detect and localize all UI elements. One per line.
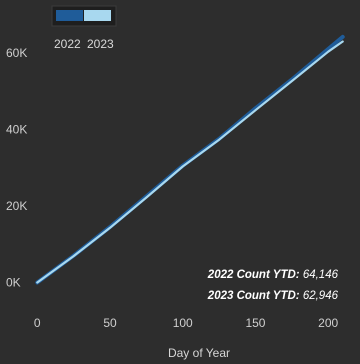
x-tick-label: 200 — [318, 316, 338, 330]
y-tick-label: 60K — [6, 46, 27, 60]
x-tick-label: 0 — [34, 316, 41, 330]
y-tick-label: 0K — [6, 276, 21, 290]
x-axis-ticks: 0 50 100 150 200 — [34, 316, 339, 330]
series-layer — [35, 34, 345, 285]
legend: 2022 2023 — [51, 5, 117, 51]
y-tick-label: 40K — [6, 122, 27, 136]
x-tick-label: 150 — [245, 316, 265, 330]
legend-swatch-2022 — [56, 10, 83, 21]
annotation-2023-ytd: 2023 Count YTD: 62,946 — [207, 290, 339, 302]
x-axis-title: Day of Year — [168, 346, 230, 360]
legend-label-2023: 2023 — [87, 37, 114, 51]
legend-swatch-2023 — [84, 10, 111, 21]
y-axis-ticks: 0K 20K 40K 60K — [6, 46, 27, 290]
x-tick-label: 100 — [173, 316, 193, 330]
x-tick-label: 50 — [103, 316, 117, 330]
annotation-2022-ytd: 2022 Count YTD: 64,146 — [207, 269, 339, 281]
ytd-annotations: 2022 Count YTD: 64,146 2023 Count YTD: 6… — [207, 269, 339, 302]
y-tick-label: 20K — [6, 199, 27, 213]
series-line-2022 — [35, 34, 345, 285]
legend-label-2022: 2022 — [54, 37, 81, 51]
series-line-2023 — [36, 40, 344, 284]
